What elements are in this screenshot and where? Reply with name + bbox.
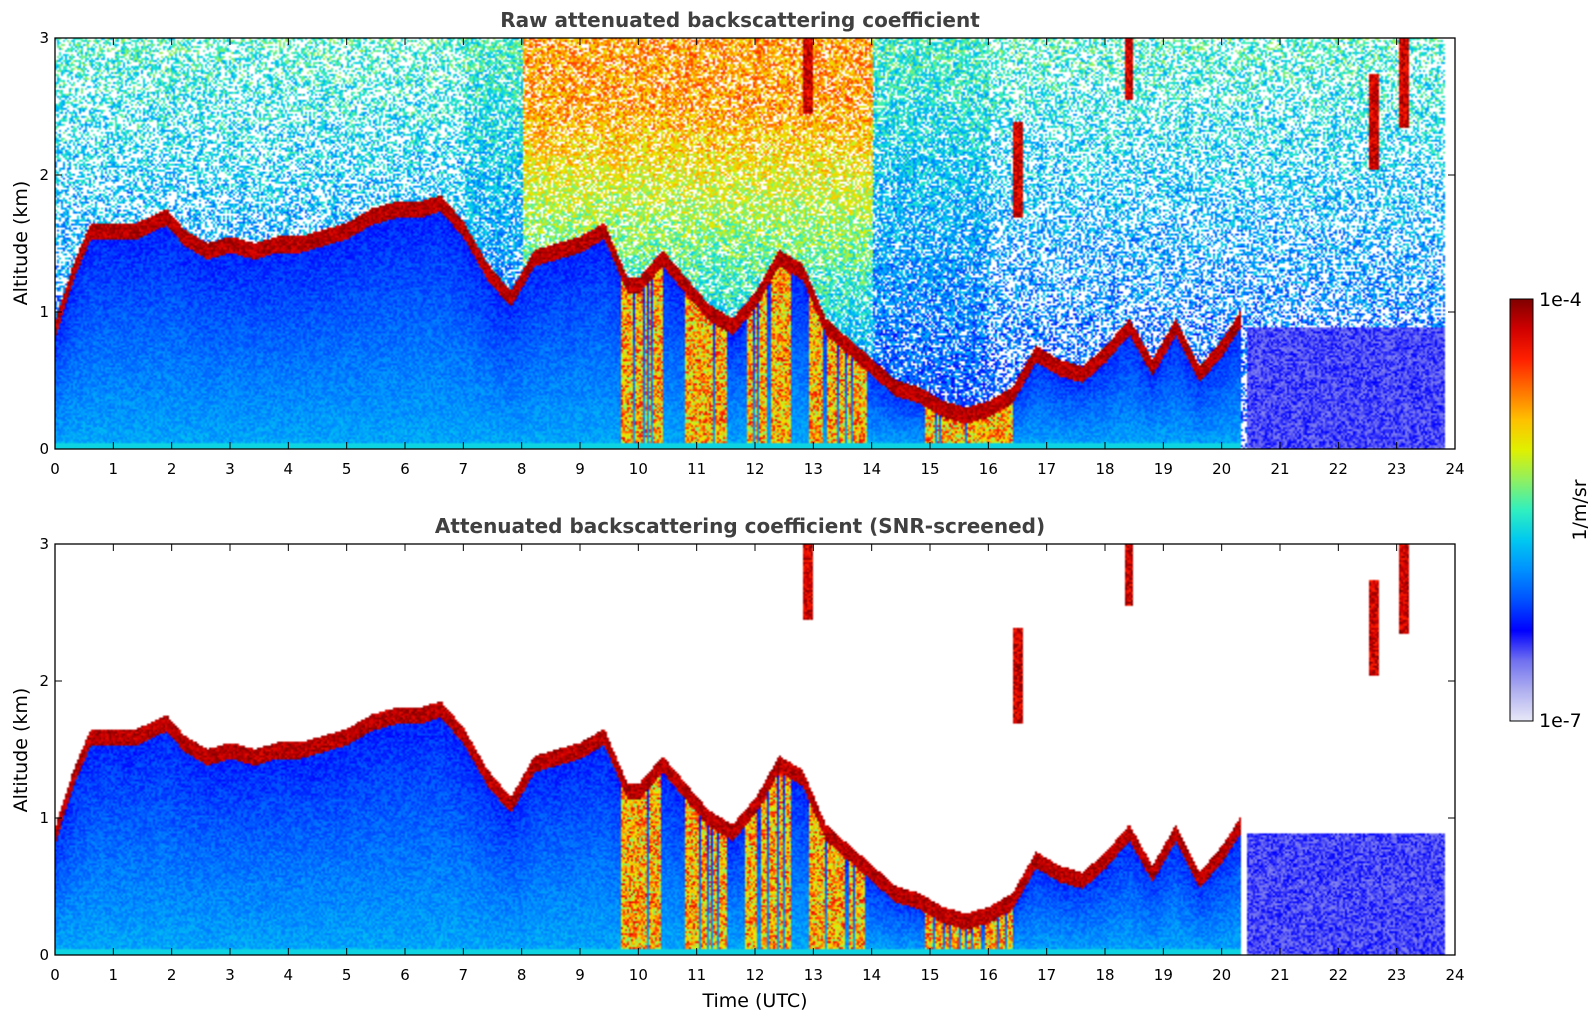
x-tick-label: 24 bbox=[1445, 460, 1464, 478]
heatmap-screened bbox=[55, 544, 1455, 955]
x-tick-label: 18 bbox=[1095, 966, 1114, 984]
x-tick-label: 13 bbox=[804, 966, 823, 984]
y-ticks-screened: 0 1 2 3 bbox=[39, 535, 1455, 964]
x-tick-label: 1 bbox=[109, 966, 119, 984]
screened-backscatter-panel: Attenuated backscattering coefficient (S… bbox=[10, 514, 1465, 1012]
x-tick-label: 7 bbox=[459, 966, 469, 984]
y-tick-label: 1 bbox=[39, 809, 49, 827]
y-tick-label: 2 bbox=[39, 672, 49, 690]
x-tick-label: 9 bbox=[575, 460, 585, 478]
panel-title-screened: Attenuated backscattering coefficient (S… bbox=[435, 514, 1045, 538]
x-tick-label: 23 bbox=[1387, 966, 1406, 984]
x-tick-label: 15 bbox=[920, 460, 939, 478]
y-ticks-raw: 0 1 2 3 bbox=[39, 29, 1455, 458]
y-axis-label-raw: Altitude (km) bbox=[10, 181, 32, 306]
x-tick-label: 4 bbox=[284, 966, 294, 984]
x-tick-label: 1 bbox=[109, 460, 119, 478]
colorbar-max-label: 1e-4 bbox=[1539, 289, 1582, 311]
x-ticks-raw: 0 1 2 3 4 5 6 7 8 9 10 11 12 13 14 15 16 17 18 19 20 21 22 23 24 bbox=[50, 38, 1465, 478]
colorbar-units-label: 1/m/sr bbox=[1569, 479, 1591, 540]
x-tick-label: 2 bbox=[167, 966, 177, 984]
x-tick-label: 17 bbox=[1037, 966, 1056, 984]
x-tick-label: 5 bbox=[342, 460, 352, 478]
colorbar-min-label: 1e-7 bbox=[1539, 710, 1582, 732]
x-tick-label: 14 bbox=[862, 460, 881, 478]
x-tick-label: 8 bbox=[517, 460, 527, 478]
x-tick-label: 11 bbox=[687, 966, 706, 984]
y-axis-label-screened: Altitude (km) bbox=[10, 688, 32, 813]
x-tick-label: 7 bbox=[459, 460, 469, 478]
x-tick-label: 17 bbox=[1037, 460, 1056, 478]
x-tick-label: 6 bbox=[400, 966, 410, 984]
y-tick-label: 0 bbox=[39, 440, 49, 458]
heatmap-raw bbox=[55, 38, 1455, 449]
x-tick-label: 4 bbox=[284, 460, 294, 478]
x-tick-label: 16 bbox=[979, 460, 998, 478]
x-tick-label: 12 bbox=[745, 460, 764, 478]
colorbar: 1e-4 1e-7 1/m/sr bbox=[1509, 289, 1591, 732]
x-tick-label: 9 bbox=[575, 966, 585, 984]
x-tick-label: 19 bbox=[1154, 460, 1173, 478]
x-tick-label: 14 bbox=[862, 966, 881, 984]
x-tick-label: 6 bbox=[400, 460, 410, 478]
colorbar-gradient bbox=[1509, 298, 1534, 722]
y-tick-label: 3 bbox=[39, 29, 49, 47]
x-tick-label: 0 bbox=[50, 966, 60, 984]
x-tick-label: 2 bbox=[167, 460, 177, 478]
y-tick-label: 0 bbox=[39, 946, 49, 964]
x-tick-label: 22 bbox=[1329, 460, 1348, 478]
raw-backscatter-panel: Raw attenuated backscattering coefficien… bbox=[10, 8, 1465, 478]
x-tick-label: 3 bbox=[225, 460, 235, 478]
x-tick-label: 21 bbox=[1270, 966, 1289, 984]
x-tick-label: 0 bbox=[50, 460, 60, 478]
x-tick-label: 16 bbox=[979, 966, 998, 984]
y-tick-label: 2 bbox=[39, 166, 49, 184]
x-tick-label: 11 bbox=[687, 460, 706, 478]
y-tick-label: 3 bbox=[39, 535, 49, 553]
x-tick-label: 5 bbox=[342, 966, 352, 984]
x-tick-label: 21 bbox=[1270, 460, 1289, 478]
x-tick-label: 20 bbox=[1212, 460, 1231, 478]
x-tick-label: 13 bbox=[804, 460, 823, 478]
x-tick-label: 24 bbox=[1445, 966, 1464, 984]
x-tick-label: 23 bbox=[1387, 460, 1406, 478]
x-ticks-screened: 0 1 2 3 4 5 6 7 8 9 10 11 12 13 14 15 16 17 18 19 20 21 22 23 24 bbox=[50, 544, 1465, 984]
x-tick-label: 15 bbox=[920, 966, 939, 984]
y-tick-label: 1 bbox=[39, 303, 49, 321]
x-tick-label: 10 bbox=[629, 460, 648, 478]
x-tick-label: 22 bbox=[1329, 966, 1348, 984]
x-tick-label: 3 bbox=[225, 966, 235, 984]
x-tick-label: 10 bbox=[629, 966, 648, 984]
x-axis-label: Time (UTC) bbox=[701, 990, 807, 1012]
x-tick-label: 18 bbox=[1095, 460, 1114, 478]
x-tick-label: 20 bbox=[1212, 966, 1231, 984]
x-tick-label: 19 bbox=[1154, 966, 1173, 984]
x-tick-label: 8 bbox=[517, 966, 527, 984]
x-tick-label: 12 bbox=[745, 966, 764, 984]
panel-title-raw: Raw attenuated backscattering coefficien… bbox=[500, 8, 980, 32]
